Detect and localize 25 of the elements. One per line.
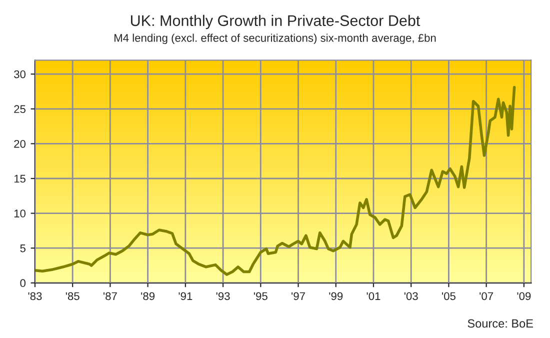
y-tick-label: 5 <box>20 244 26 252</box>
x-tick-label: '03 <box>404 292 418 300</box>
y-tick-label: 15 <box>14 174 26 183</box>
x-tick-label: '05 <box>442 292 456 300</box>
x-tick-label: '89 <box>141 292 155 300</box>
y-tick-label: 30 <box>14 70 26 78</box>
x-tick-label: '95 <box>254 292 268 300</box>
y-tick-label: 0 <box>20 279 26 288</box>
x-tick-label: '93 <box>216 292 230 300</box>
source-note: Source: BoE <box>468 319 533 328</box>
x-tick-label: '83 <box>28 292 42 300</box>
x-tick-label: '07 <box>480 292 494 300</box>
chart-title: UK: Monthly Growth in Private-Sector Debt <box>130 14 420 30</box>
chart-subtitle: M4 lending (excl. effect of securitizations) six-month average, £bn <box>114 34 436 44</box>
y-tick-label: 25 <box>14 105 26 114</box>
y-tick-label: 10 <box>14 210 26 218</box>
x-tick-label: '99 <box>329 292 343 300</box>
line-series <box>34 86 516 276</box>
x-tick-label: '91 <box>178 292 192 300</box>
x-tick-label: '09 <box>517 292 531 300</box>
x-tick-label: '87 <box>104 292 117 300</box>
y-tick-label: 20 <box>14 140 26 148</box>
x-tick-label: '85 <box>66 292 80 300</box>
x-tick-label: '97 <box>292 292 305 300</box>
x-tick-label: '01 <box>366 292 380 300</box>
